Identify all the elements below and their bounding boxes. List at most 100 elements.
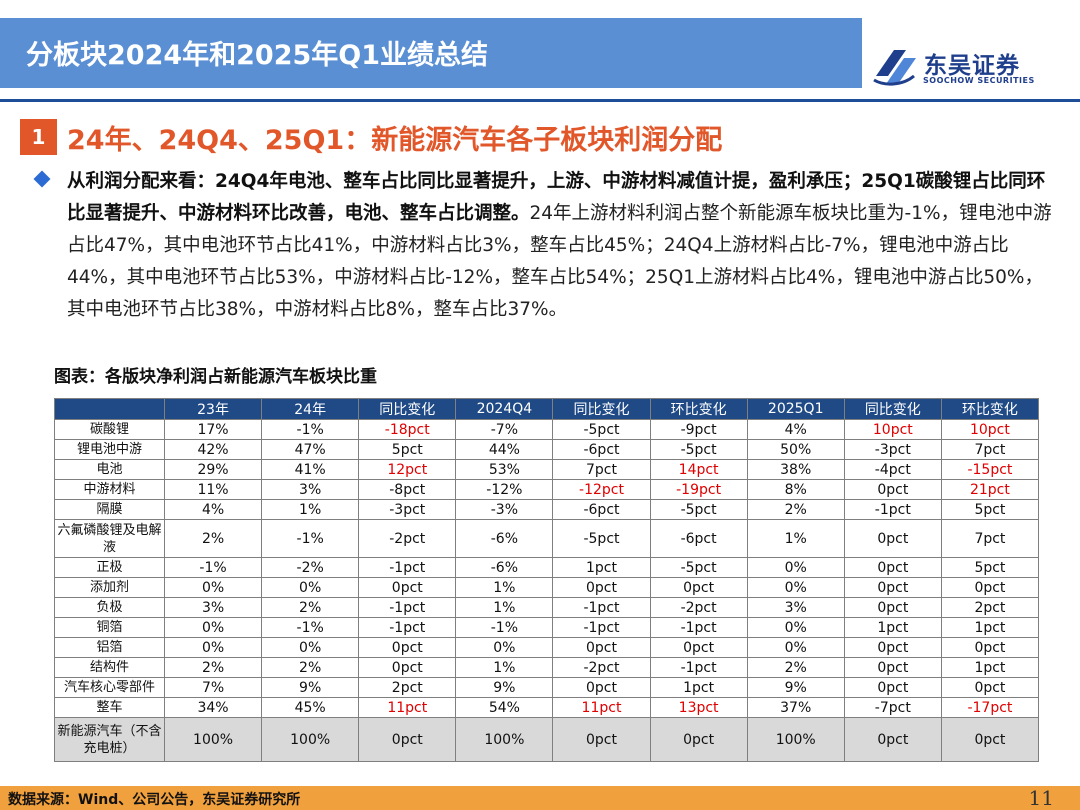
table-cell: 38% xyxy=(746,459,845,480)
table-cell: -1% xyxy=(261,419,360,440)
data-source: 数据来源：Wind、公司公告，东吴证券研究所 xyxy=(8,792,301,808)
table-cell: 10pct xyxy=(940,419,1040,440)
table-cell: 0pct xyxy=(843,677,942,698)
table-cell: -6% xyxy=(455,557,554,578)
table-cell: 11pct xyxy=(358,697,457,718)
table-cell: 0% xyxy=(163,577,263,598)
table-cell: 3% xyxy=(746,597,845,618)
table-cell: -5pct xyxy=(649,439,748,460)
table-row: 六氟磷酸锂及电解液 2% -1% -2pct -6% -5pct -6pct 1% 0pct 7p… xyxy=(54,519,1040,558)
table-cell: 17% xyxy=(163,419,263,440)
table-cell: 0pct xyxy=(649,577,748,598)
table-cell: 11pct xyxy=(552,697,651,718)
table-cell: 21pct xyxy=(940,479,1040,500)
table-cell: -6pct xyxy=(552,439,651,460)
table-cell: 42% xyxy=(163,439,263,460)
table-cell: -8pct xyxy=(358,479,457,500)
table-cell: 0pct xyxy=(843,657,942,678)
table-cell: -18pct xyxy=(358,419,457,440)
table-cell: 3% xyxy=(261,479,360,500)
page-title: 分板块2024年和2025年Q1业绩总结 xyxy=(26,40,489,71)
table-row: 结构件 2% 2% 0pct 1% -2pct -1pct 2% 0pct 1pct xyxy=(54,657,1040,678)
table-row: 中游材料 11% 3% -8pct -12% -12pct -19pct 8% 0pct 21pc… xyxy=(54,479,1040,500)
table-cell: 0pct xyxy=(552,717,651,762)
table-header-cell: 2024Q4 xyxy=(455,398,554,420)
section-number: 1 xyxy=(20,119,57,155)
table-row: 铝箔 0% 0% 0pct 0% 0pct 0pct 0% 0pct 0pct xyxy=(54,637,1040,658)
row-label-cell: 六氟磷酸锂及电解液 xyxy=(54,519,165,558)
table-cell: -2pct xyxy=(552,657,651,678)
table-cell: -1pct xyxy=(358,597,457,618)
table-cell: 1pct xyxy=(552,557,651,578)
table-cell: 29% xyxy=(163,459,263,480)
table-cell: 1% xyxy=(455,577,554,598)
table-row: 负极 3% 2% -1pct 1% -1pct -2pct 3% 0pct 2pct xyxy=(54,597,1040,618)
table-cell: 2% xyxy=(746,499,845,520)
header-divider xyxy=(0,99,1080,102)
table-cell: 0% xyxy=(455,637,554,658)
table-cell: 0pct xyxy=(649,637,748,658)
table-cell: 7pct xyxy=(940,439,1040,460)
row-label-cell: 负极 xyxy=(54,597,165,618)
table-cell: 10pct xyxy=(843,419,942,440)
table-cell: 7% xyxy=(163,677,263,698)
table-cell: -15pct xyxy=(940,459,1040,480)
table-cell: -5pct xyxy=(552,519,651,558)
table-header-cell: 同比变化 xyxy=(552,398,651,420)
table-cell: 0% xyxy=(163,637,263,658)
table-cell: -5pct xyxy=(649,499,748,520)
table-cell: -5pct xyxy=(552,419,651,440)
table-cell: 0pct xyxy=(940,637,1040,658)
table-row: 隔膜 4% 1% -3pct -3% -6pct -5pct 2% -1pct 5pct xyxy=(54,499,1040,520)
table-cell: -1pct xyxy=(552,617,651,638)
table-cell: 45% xyxy=(261,697,360,718)
table-cell: 2pct xyxy=(940,597,1040,618)
table-header-cell xyxy=(54,398,165,420)
footer-bar: 数据来源：Wind、公司公告，东吴证券研究所 11 xyxy=(0,786,1080,810)
table-cell: 0% xyxy=(746,577,845,598)
table-cell: -1pct xyxy=(649,617,748,638)
table-cell: 47% xyxy=(261,439,360,460)
table-cell: -3pct xyxy=(843,439,942,460)
summary-body-text: 24年上游材料利润占整个新能源车板块比重为-1%，锂电池中游占比47%，其中电池… xyxy=(67,203,1052,320)
table-cell: -9pct xyxy=(649,419,748,440)
table-header-cell: 环比变化 xyxy=(649,398,748,420)
diamond-bullet-icon xyxy=(33,170,51,188)
table-cell: -1% xyxy=(455,617,554,638)
row-label-cell: 碳酸锂 xyxy=(54,419,165,440)
row-label-cell: 铝箔 xyxy=(54,637,165,658)
table-cell: 0pct xyxy=(843,717,942,762)
table-body: 碳酸锂 17% -1% -18pct -7% -5pct -9pct 4% 10pct 10pct… xyxy=(54,419,1040,762)
table-cell: 3% xyxy=(163,597,263,618)
table-header-cell: 同比变化 xyxy=(843,398,942,420)
table-cell: 0% xyxy=(746,617,845,638)
table-header-cell: 同比变化 xyxy=(358,398,457,420)
table-cell: 100% xyxy=(261,717,360,762)
table-cell: 7pct xyxy=(552,459,651,480)
table-cell: 0pct xyxy=(552,577,651,598)
table-cell: 2% xyxy=(163,657,263,678)
figure-title: 图表：各版块净利润占新能源汽车板块比重 xyxy=(54,367,377,387)
table-row: 电池 29% 41% 12pct 53% 7pct 14pct 38% -4pct -15pct xyxy=(54,459,1040,480)
table-cell: -19pct xyxy=(649,479,748,500)
table-cell: -2% xyxy=(261,557,360,578)
table-cell: 14pct xyxy=(649,459,748,480)
table-cell: -6pct xyxy=(649,519,748,558)
table-cell: 1% xyxy=(746,519,845,558)
table-cell: 1pct xyxy=(940,617,1040,638)
table-cell: 2% xyxy=(261,597,360,618)
table-cell: 8% xyxy=(746,479,845,500)
table-cell: 0pct xyxy=(358,717,457,762)
table-row: 汽车核心零部件 7% 9% 2pct 9% 0pct 1pct 9% 0pct 0pct xyxy=(54,677,1040,698)
table-cell: 1pct xyxy=(843,617,942,638)
header-bar xyxy=(0,18,862,88)
section-title: 24年、24Q4、25Q1：新能源汽车各子板块利润分配 xyxy=(67,125,723,156)
table-cell: 100% xyxy=(163,717,263,762)
table-header-row: 23年 24年 同比变化 2024Q4 同比变化 环比变化 2025Q1 同比变化 环比变化 xyxy=(54,398,1040,420)
table-cell: 2% xyxy=(746,657,845,678)
row-label-cell: 中游材料 xyxy=(54,479,165,500)
table-cell: 0pct xyxy=(843,597,942,618)
table-row: 整车 34% 45% 11pct 54% 11pct 13pct 37% -7pct -17pct xyxy=(54,697,1040,718)
table-cell: 5pct xyxy=(358,439,457,460)
table-cell: -2pct xyxy=(358,519,457,558)
